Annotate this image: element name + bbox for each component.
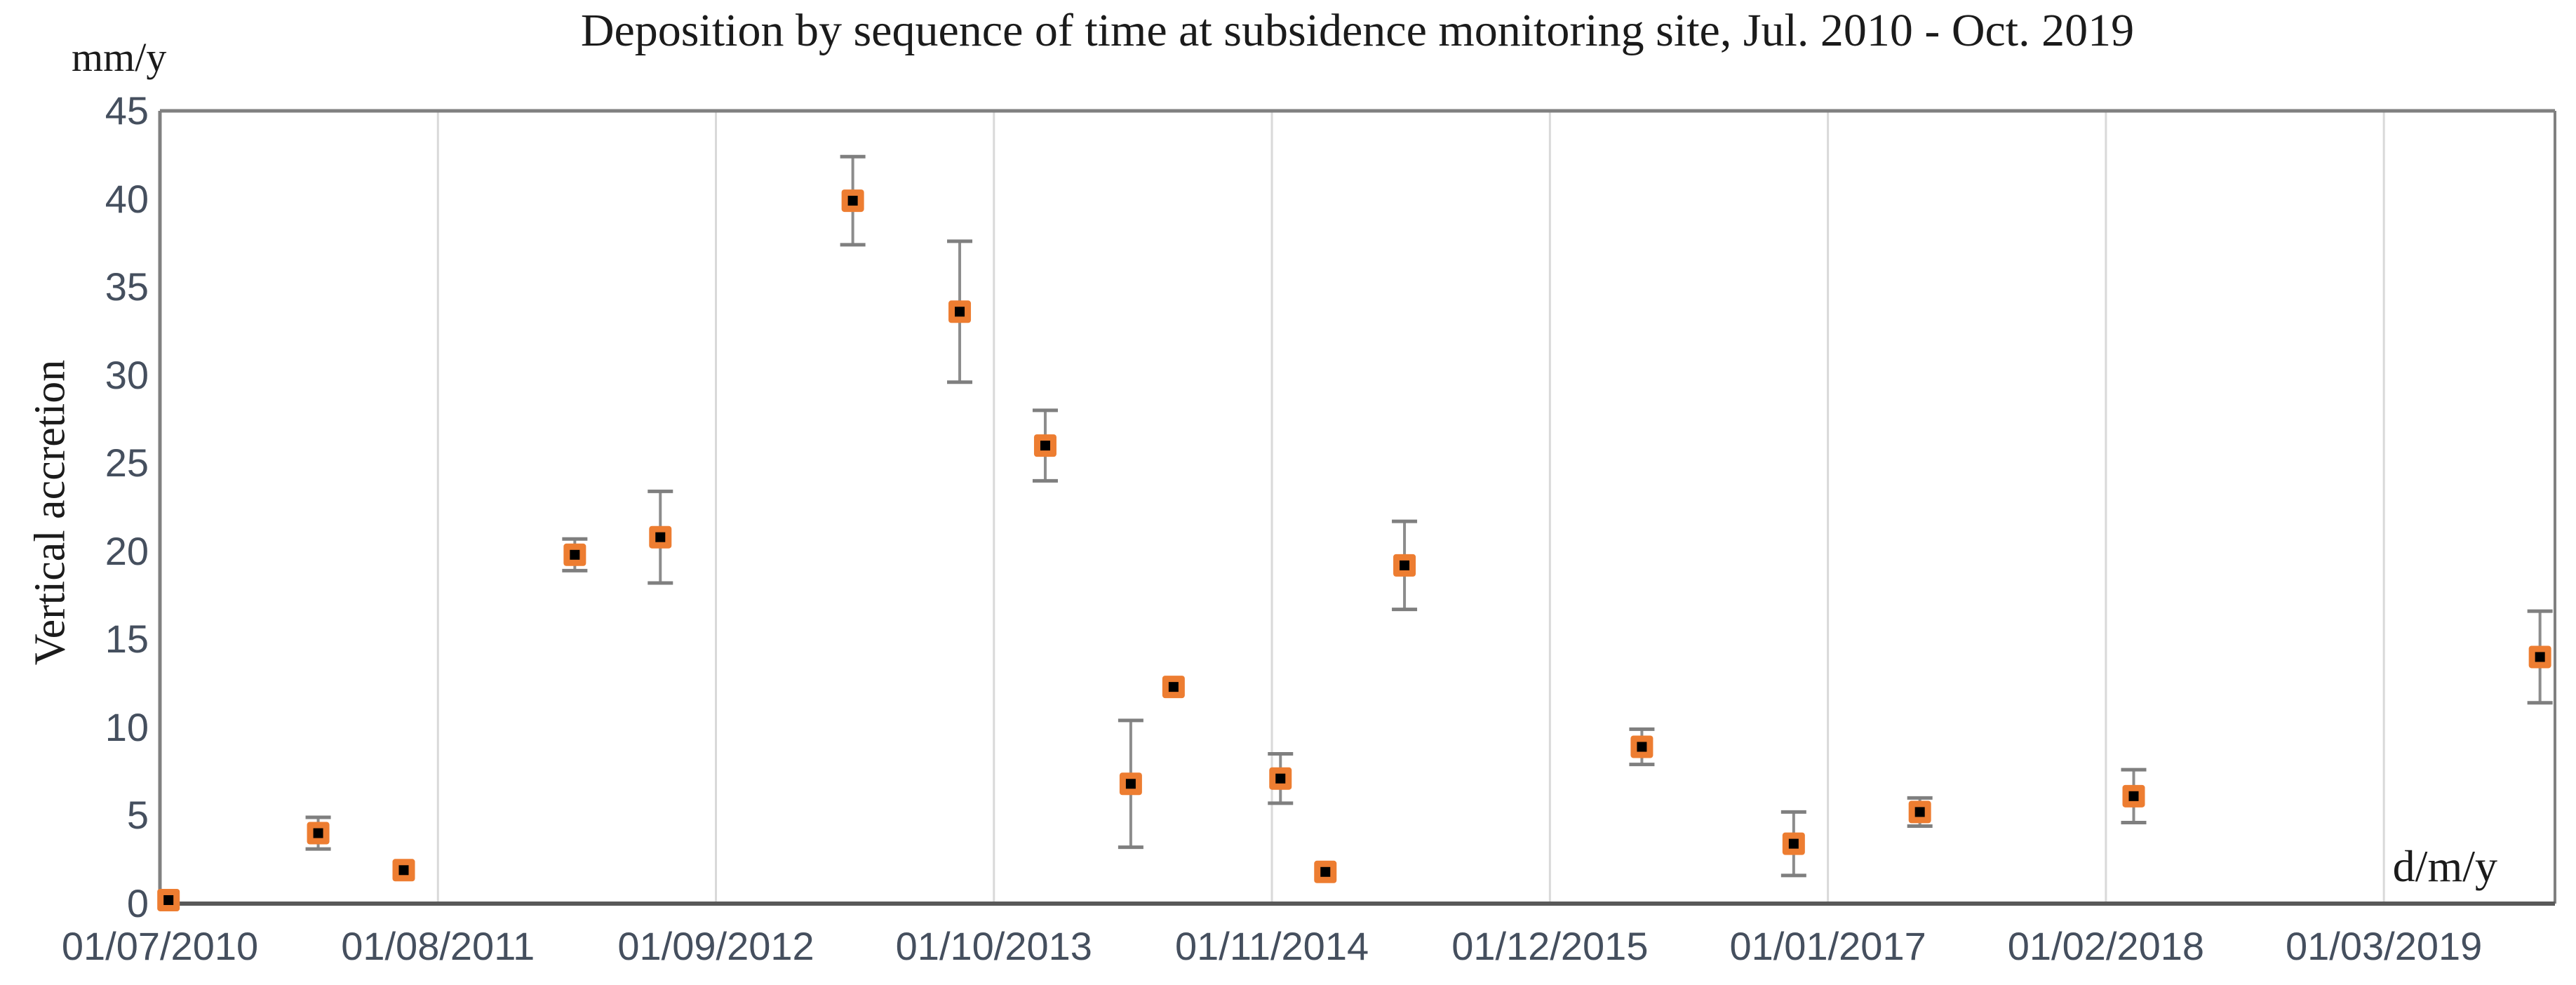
x-tick-label: 01/11/2014 — [1175, 924, 1369, 968]
y-tick-label: 45 — [105, 88, 149, 133]
data-point-marker-center — [313, 828, 323, 838]
x-tick-label: 01/01/2017 — [1729, 924, 1926, 968]
data-point-marker-center — [1275, 773, 1286, 784]
y-tick-label: 10 — [105, 704, 149, 749]
data-point-marker-center — [1637, 742, 1647, 752]
y-tick-label: 20 — [105, 528, 149, 573]
x-tick-label: 01/10/2013 — [895, 924, 1092, 968]
y-tick-label: 15 — [105, 617, 149, 662]
data-point-marker-center — [2535, 652, 2545, 662]
y-tick-label: 40 — [105, 176, 149, 221]
y-tick-label: 0 — [126, 881, 149, 925]
y-tick-label: 30 — [105, 352, 149, 397]
data-point-marker-center — [847, 196, 858, 206]
chart-title: Deposition by sequence of time at subsid… — [580, 5, 2135, 56]
data-point-marker-center — [1788, 838, 1799, 849]
x-axis-unit-label: d/m/y — [2392, 841, 2497, 891]
y-tick-label: 35 — [105, 264, 149, 309]
data-point-marker-center — [1914, 807, 1925, 817]
data-point-marker-center — [1400, 560, 1410, 570]
x-tick-label: 01/09/2012 — [617, 924, 814, 968]
x-tick-label: 01/07/2010 — [61, 924, 259, 968]
data-point-marker-center — [570, 549, 580, 560]
y-axis-unit-label: mm/y — [72, 34, 167, 80]
y-tick-label: 25 — [105, 441, 149, 485]
data-point-marker-center — [655, 532, 666, 542]
x-tick-label: 01/12/2015 — [1451, 924, 1649, 968]
data-point-marker-center — [1168, 682, 1179, 692]
data-point-marker-center — [955, 307, 965, 317]
y-tick-label: 5 — [126, 793, 149, 838]
x-tick-label: 01/08/2011 — [341, 924, 535, 968]
data-point-marker-center — [1320, 866, 1331, 877]
data-point-marker-center — [2128, 791, 2139, 801]
x-tick-label: 01/02/2018 — [2007, 924, 2205, 968]
x-tick-label: 01/03/2019 — [2286, 924, 2483, 968]
data-point-marker-center — [163, 894, 174, 905]
data-point-marker-center — [398, 865, 409, 876]
data-point-marker-center — [1125, 779, 1136, 789]
data-point-marker-center — [1040, 441, 1050, 451]
